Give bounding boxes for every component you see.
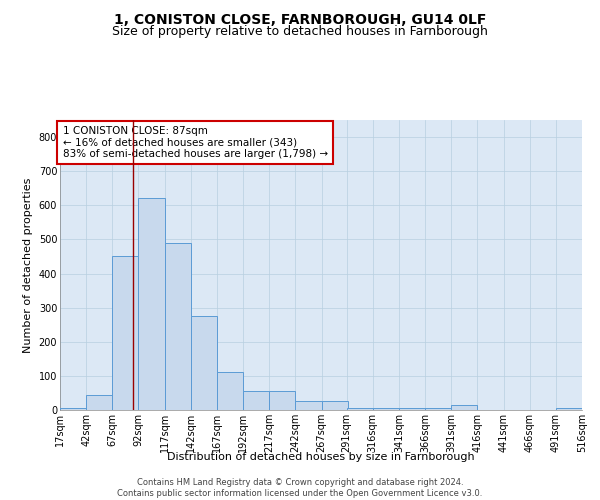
Bar (425, 408, 451, 410)
Text: Size of property relative to detached houses in Farnborough: Size of property relative to detached ho… (112, 25, 488, 38)
Bar (451, 405, 478, 410)
Bar (217, 372, 243, 410)
Bar (295, 402, 322, 410)
Bar (373, 408, 399, 410)
Bar (191, 316, 217, 410)
Bar (139, 198, 164, 410)
Y-axis label: Number of detached properties: Number of detached properties (23, 178, 33, 352)
Text: 1 CONISTON CLOSE: 87sqm
← 16% of detached houses are smaller (343)
83% of semi-d: 1 CONISTON CLOSE: 87sqm ← 16% of detache… (62, 126, 328, 159)
Bar (322, 402, 347, 410)
Bar (112, 256, 139, 410)
Bar (60, 408, 86, 410)
Bar (347, 408, 373, 410)
Bar (399, 408, 425, 410)
Bar (164, 243, 191, 410)
Bar (243, 391, 269, 410)
Bar (556, 408, 582, 410)
Bar (269, 391, 295, 410)
Bar (86, 394, 112, 410)
Text: Distribution of detached houses by size in Farnborough: Distribution of detached houses by size … (167, 452, 475, 462)
Text: Contains HM Land Registry data © Crown copyright and database right 2024.
Contai: Contains HM Land Registry data © Crown c… (118, 478, 482, 498)
Text: 1, CONISTON CLOSE, FARNBOROUGH, GU14 0LF: 1, CONISTON CLOSE, FARNBOROUGH, GU14 0LF (114, 12, 486, 26)
